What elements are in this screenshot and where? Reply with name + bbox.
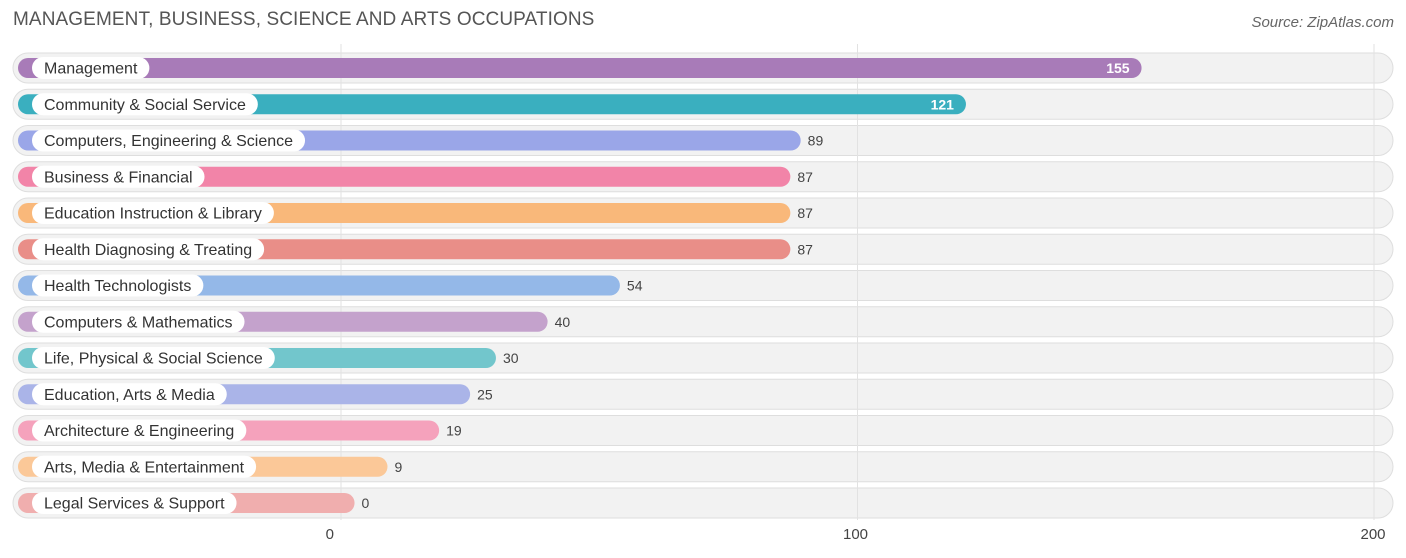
value-label: 121 [931, 96, 955, 112]
category-label: Architecture & Engineering [44, 423, 234, 440]
category-label-pill [32, 202, 274, 224]
value-label: 87 [797, 241, 813, 257]
bar [18, 166, 791, 187]
value-label: 155 [1106, 60, 1130, 76]
x-tick-label: 0 [326, 526, 334, 543]
category-label-pill [32, 310, 245, 333]
category-label-pill [32, 347, 275, 369]
category-label: Business & Financial [44, 169, 193, 186]
category-label-pill [32, 383, 227, 406]
category-label: Legal Services & Support [44, 496, 225, 513]
category-label: Computers & Mathematics [44, 314, 233, 331]
chart-source: Source: ZipAtlas.com [1251, 14, 1394, 31]
category-label: Life, Physical & Social Science [44, 351, 263, 368]
value-label: 0 [362, 495, 370, 511]
x-tick-label: 100 [843, 526, 868, 543]
category-label-pill [32, 492, 237, 514]
category-label-pill [32, 455, 257, 478]
category-label: Management [44, 61, 138, 78]
category-label-pill [32, 419, 247, 442]
category-label-pill [32, 57, 150, 79]
category-label-pill [32, 129, 306, 152]
value-label: 9 [394, 459, 402, 475]
value-label: 25 [477, 386, 493, 402]
category-label: Education, Arts & Media [44, 387, 215, 404]
category-label: Computers, Engineering & Science [44, 133, 293, 150]
category-label: Education Instruction & Library [44, 206, 262, 223]
value-label: 19 [446, 423, 462, 439]
value-label: 30 [503, 350, 519, 366]
category-label: Health Technologists [44, 278, 191, 295]
category-label-pill [32, 165, 205, 188]
category-label-pill [32, 93, 258, 116]
chart-title: MANAGEMENT, BUSINESS, SCIENCE AND ARTS O… [13, 9, 595, 30]
x-tick-label: 200 [1360, 526, 1385, 543]
value-label: 40 [555, 314, 571, 330]
value-label: 87 [797, 205, 813, 221]
category-label: Arts, Media & Entertainment [44, 459, 245, 476]
value-label: 54 [627, 278, 643, 294]
bar [18, 58, 1142, 78]
category-label: Community & Social Service [44, 97, 246, 114]
value-label: 89 [808, 133, 824, 149]
category-label: Health Diagnosing & Treating [44, 242, 252, 259]
row-background [12, 487, 1394, 519]
value-label: 87 [797, 169, 813, 185]
category-label-pill [32, 274, 204, 297]
category-label-pill [32, 238, 265, 261]
